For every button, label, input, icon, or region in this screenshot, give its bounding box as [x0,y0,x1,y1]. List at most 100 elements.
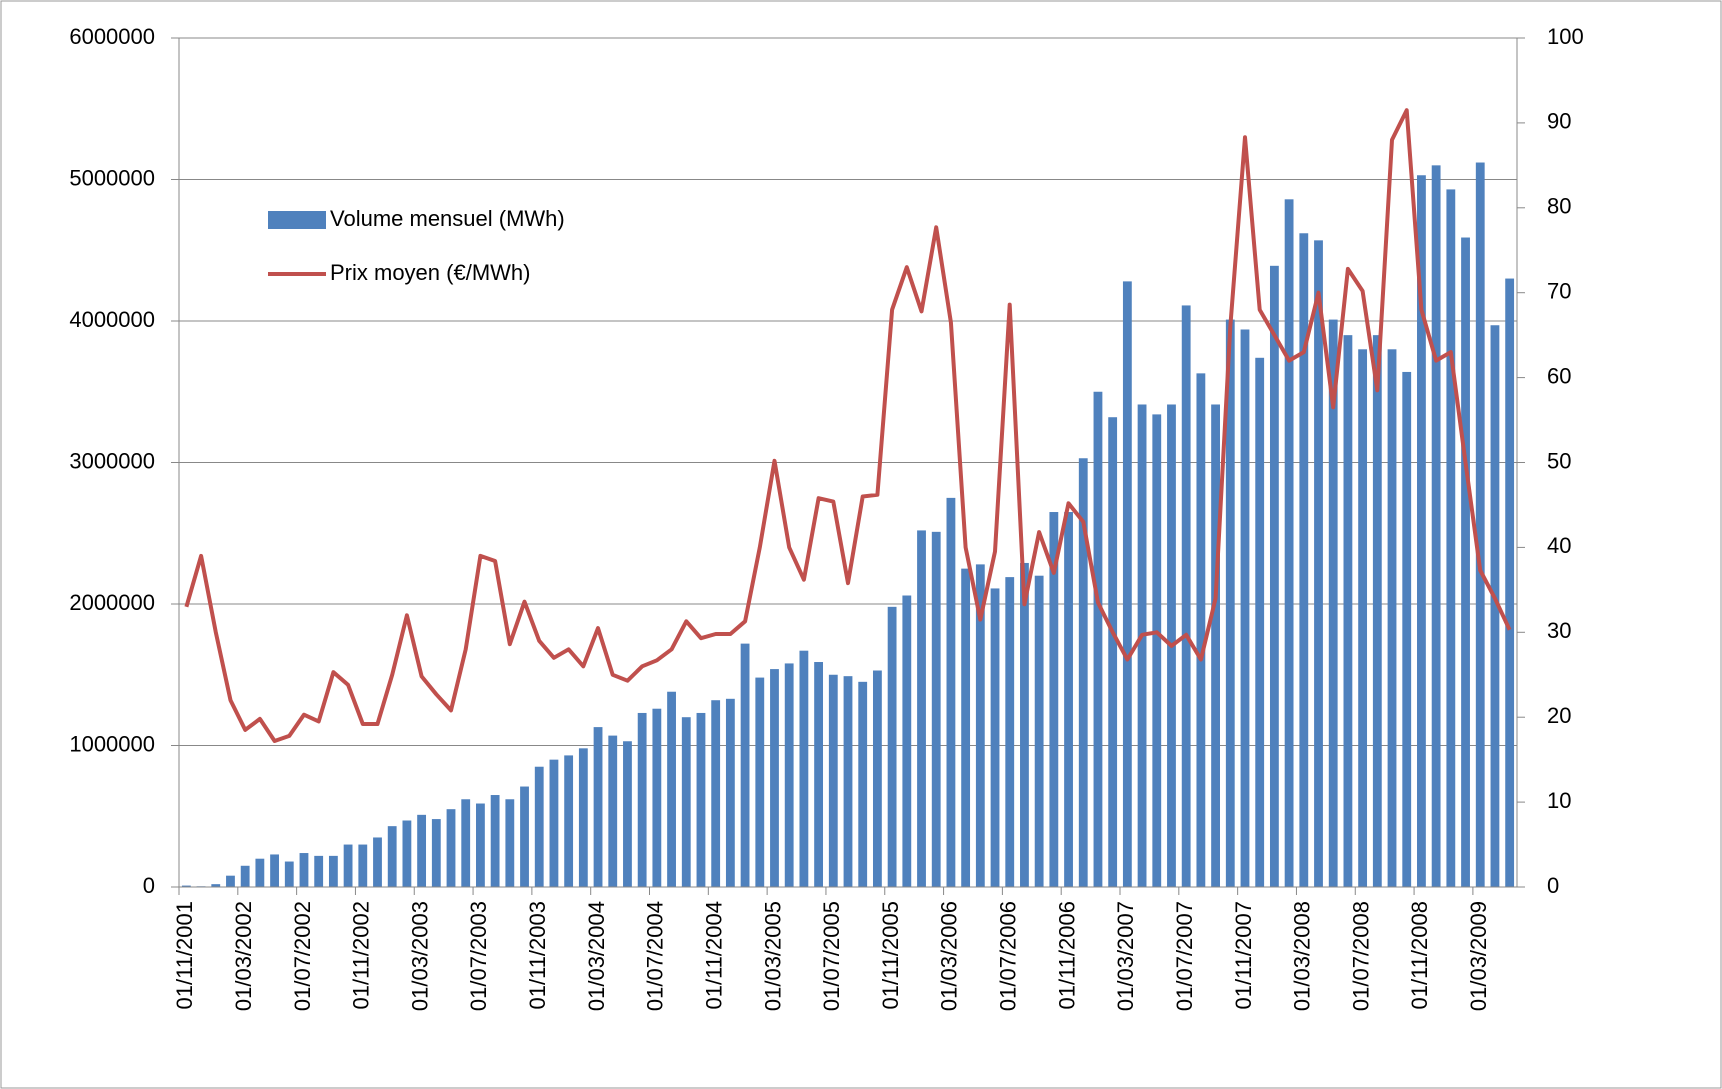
bar [270,854,279,887]
bar [564,755,574,887]
bar [1196,373,1206,888]
y2-tick-label: 50 [1547,448,1571,473]
bar [1108,417,1118,887]
x-tick-label: 01/07/2006 [996,901,1021,1011]
bar [549,759,559,887]
bar [1255,357,1265,887]
bar [1461,237,1470,887]
bar [505,799,515,887]
y2-tick-label: 10 [1547,788,1571,813]
bar [476,803,485,887]
bar [961,568,971,887]
bar [858,681,868,887]
bar [990,588,1000,887]
bar [578,748,588,887]
bar [770,669,779,887]
x-tick-label: 01/03/2003 [407,901,432,1011]
bar [314,855,324,887]
y-tick-label: 0 [143,873,155,898]
y-tick-label: 2000000 [69,590,155,615]
bar [1152,414,1162,887]
bar [667,691,676,887]
bar [417,814,427,887]
bar [181,885,191,887]
bar [1093,391,1103,887]
bar [1078,458,1088,887]
x-tick-label: 01/11/2005 [878,901,903,1009]
y2-tick-label: 60 [1547,363,1571,388]
bar [343,844,353,887]
bar [1181,305,1191,887]
bar [226,875,235,887]
x-tick-label: 01/07/2002 [290,901,315,1011]
bar [284,861,294,887]
bar [1049,512,1059,887]
y-tick-label: 4000000 [69,307,155,332]
bar [1034,575,1044,887]
bar [255,858,265,887]
bar [872,670,882,887]
y-tick-label: 5000000 [69,165,155,190]
legend-swatch [268,211,326,229]
bar [520,786,529,887]
bar [917,530,926,887]
bar [1225,319,1235,888]
y-tick-label: 3000000 [69,448,155,473]
bar [1446,189,1456,887]
bar [240,865,250,887]
y-tick-label: 6000000 [69,24,155,49]
bar [1328,319,1338,888]
legend-label: Prix moyen (€/MWh) [330,260,530,285]
bar [1372,335,1382,887]
bar [1431,165,1441,888]
x-tick-label: 01/03/2006 [937,901,962,1011]
y2-tick-label: 100 [1547,24,1584,49]
x-tick-label: 01/03/2009 [1466,901,1491,1011]
x-tick-label: 01/07/2007 [1172,901,1197,1011]
x-tick-label: 01/07/2005 [819,901,844,1011]
bar [1122,281,1132,887]
bar [623,741,632,887]
y2-tick-label: 30 [1547,618,1571,643]
bar [1343,335,1353,887]
bar [211,884,221,887]
bar [358,844,368,887]
bar [814,662,824,887]
line [184,108,1512,743]
x-tick-label: 01/03/2007 [1113,901,1138,1011]
x-tick-label: 01/03/2002 [231,901,256,1011]
bar [1358,349,1368,887]
bar [946,497,956,887]
bar [1299,233,1309,887]
bar [1284,199,1294,887]
bar [461,799,471,887]
x-tick-label: 01/03/2008 [1290,901,1315,1011]
x-tick-label: 01/11/2002 [349,901,374,1009]
bar [725,698,735,887]
x-tick-label: 01/11/2004 [701,901,726,1009]
bar [902,595,912,887]
bar [681,717,691,887]
x-tick-label: 01/11/2001 [172,901,197,1009]
bar [1314,240,1323,888]
bar [402,820,412,887]
x-tick-label: 01/03/2005 [760,901,785,1011]
bar [387,826,397,887]
bar [1269,265,1279,887]
x-tick-label: 01/07/2008 [1348,901,1373,1011]
x-tick-label: 01/07/2004 [643,901,668,1011]
bar [608,735,618,887]
bar [1211,404,1220,887]
x-tick-label: 01/11/2008 [1407,901,1432,1009]
bar [637,712,647,887]
bar [1402,371,1412,887]
y2-tick-label: 90 [1547,109,1571,134]
bar [1020,562,1029,887]
y2-tick-label: 80 [1547,194,1571,219]
bar [652,708,662,887]
bar [696,712,706,887]
bar [975,564,985,887]
bar [799,650,809,887]
bar [887,606,897,887]
bar [299,853,309,887]
